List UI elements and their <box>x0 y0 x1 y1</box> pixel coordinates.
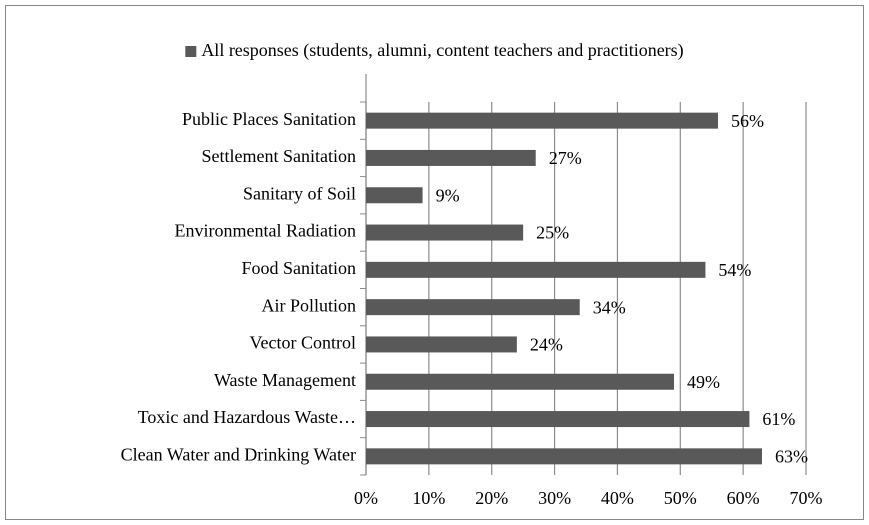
y-tick-label: Sanitary of Soil <box>243 183 356 203</box>
y-tick-label: Public Places Sanitation <box>182 109 356 129</box>
bar <box>366 411 750 428</box>
x-tick-label: 10% <box>412 488 445 508</box>
x-tick-label: 70% <box>790 488 823 508</box>
x-tick-label: 0% <box>354 488 378 508</box>
legend-label: All responses (students, alumni, content… <box>201 40 683 61</box>
value-label: 61% <box>762 409 795 429</box>
value-label: 34% <box>593 297 626 317</box>
bar <box>366 336 517 353</box>
bar <box>366 187 423 204</box>
y-tick-label: Food Sanitation <box>241 258 356 278</box>
value-label: 24% <box>530 335 563 355</box>
bar <box>366 149 536 166</box>
bar <box>366 373 674 390</box>
x-tick-label: 50% <box>664 488 697 508</box>
value-label: 27% <box>549 148 582 168</box>
y-tick-label: Settlement Sanitation <box>202 146 356 166</box>
x-tick-label: 30% <box>538 488 571 508</box>
bar <box>366 112 718 129</box>
y-tick-label: Vector Control <box>250 333 356 353</box>
x-tick-label: 20% <box>475 488 508 508</box>
legend-swatch <box>185 46 197 57</box>
bar <box>366 448 762 465</box>
y-tick-label: Environmental Radiation <box>175 221 356 241</box>
value-label: 63% <box>775 446 808 466</box>
bar <box>366 299 580 316</box>
value-label: 49% <box>687 372 720 392</box>
value-label: 25% <box>536 223 569 243</box>
y-tick-label: Toxic and Hazardous Waste… <box>138 407 356 427</box>
value-label: 9% <box>436 185 460 205</box>
y-tick-label: Waste Management <box>214 370 356 390</box>
y-tick-label: Clean Water and Drinking Water <box>121 444 356 464</box>
x-tick-label: 40% <box>601 488 634 508</box>
bar <box>366 261 706 278</box>
y-tick-label: Air Pollution <box>261 295 356 315</box>
value-label: 54% <box>718 260 751 280</box>
x-tick-label: 60% <box>727 488 760 508</box>
value-label: 56% <box>731 111 764 131</box>
bar <box>366 224 524 241</box>
